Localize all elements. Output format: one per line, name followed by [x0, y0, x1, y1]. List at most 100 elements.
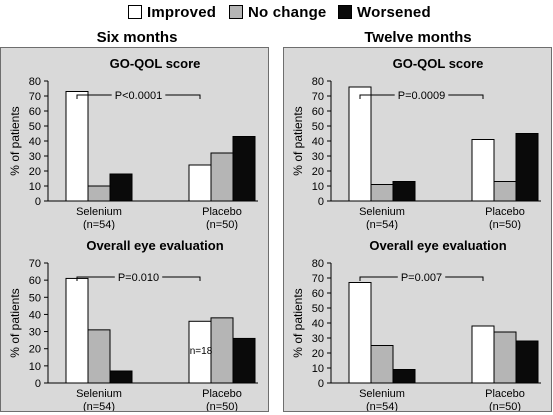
bar-selenium-improved — [348, 282, 372, 384]
bar-label-0: n=18 — [190, 346, 213, 357]
section-title-six-months: Six months — [96, 29, 178, 46]
y-tick-label-10: 10 — [312, 363, 324, 375]
y-tick-label-10: 10 — [29, 361, 41, 373]
chart-twelve-months-eye-evaluation: Overall eye evaluation % of patients 0 10 20… — [291, 238, 541, 411]
y-tick-label-50: 50 — [312, 303, 324, 315]
legend-label-no-change: No change — [248, 3, 327, 21]
y-tick-label-0: 0 — [318, 196, 324, 208]
y-tick-label-70: 70 — [312, 273, 324, 285]
p-value-background — [111, 89, 166, 101]
bar-placebo-no-change — [493, 331, 517, 384]
x-tick-note-selenium: (n=54) — [83, 401, 115, 411]
x-tick-note-selenium: (n=54) — [366, 401, 398, 411]
chart-title: GO-QOL score — [393, 56, 484, 71]
y-tick-label-10: 10 — [29, 181, 41, 193]
bar-placebo-no-change — [493, 181, 517, 202]
y-tick-label-60: 60 — [312, 288, 324, 300]
bar-placebo-improved — [471, 325, 495, 384]
bar-placebo-worsened — [515, 340, 539, 384]
y-tick-label-60: 60 — [29, 106, 41, 118]
x-tick-note-placebo: (n=50) — [489, 401, 521, 411]
x-tick-label-selenium: Selenium — [359, 388, 405, 400]
bar-selenium-worsened — [392, 181, 416, 202]
bar-selenium-no-change — [370, 184, 394, 202]
y-tick-label-20: 20 — [312, 348, 324, 360]
bar-selenium-worsened — [109, 370, 133, 384]
p-value-background — [397, 271, 446, 283]
p-value-label: P=0.007 — [401, 272, 442, 284]
chart-title: Overall eye evaluation — [86, 238, 223, 253]
y-tick-label-70: 70 — [29, 91, 41, 103]
x-tick-note-placebo: (n=50) — [489, 219, 521, 230]
y-tick-label-10: 10 — [312, 181, 324, 193]
x-tick-label-placebo: Placebo — [485, 388, 525, 400]
p-value-label: P=0.010 — [118, 272, 159, 284]
bar-selenium-improved — [65, 91, 89, 202]
x-tick-label-placebo: Placebo — [202, 388, 242, 400]
y-tick-label-0: 0 — [35, 378, 41, 390]
y-tick-label-50: 50 — [312, 121, 324, 133]
bar-selenium-no-change — [370, 345, 394, 384]
bar-selenium-no-change — [87, 185, 111, 202]
bar-selenium-worsened — [109, 173, 133, 202]
legend-label-improved: Improved — [147, 3, 217, 21]
bar-placebo-improved — [471, 139, 495, 202]
y-tick-label-40: 40 — [29, 136, 41, 148]
y-tick-label-30: 30 — [29, 327, 41, 339]
x-tick-label-placebo: Placebo — [485, 206, 525, 218]
bar-selenium-improved — [65, 277, 89, 384]
legend-label-worsened: Worsened — [357, 3, 431, 21]
x-tick-label-selenium: Selenium — [76, 388, 122, 400]
legend-swatch-worsened — [338, 5, 352, 19]
y-tick-label-30: 30 — [29, 151, 41, 163]
bar-placebo-improved — [188, 164, 212, 202]
bar-selenium-no-change — [87, 329, 111, 384]
y-tick-label-0: 0 — [35, 196, 41, 208]
bar-placebo-worsened — [232, 136, 256, 202]
x-tick-note-selenium: (n=54) — [83, 219, 115, 230]
y-tick-label-30: 30 — [312, 333, 324, 345]
x-tick-note-placebo: (n=50) — [206, 219, 238, 230]
chart-title: Overall eye evaluation — [369, 238, 506, 253]
legend-item-no-change: No change — [229, 3, 326, 21]
y-axis-label: % of patients — [291, 288, 305, 357]
panel-six-months: GO-QOL score % of patients 0 10 20 30 40 50 60 70… — [0, 47, 269, 412]
p-value-background — [394, 89, 449, 101]
y-tick-label-20: 20 — [29, 166, 41, 178]
legend-swatch-improved — [128, 5, 142, 19]
y-tick-label-80: 80 — [312, 76, 324, 88]
bar-placebo-no-change — [210, 317, 234, 384]
legend-swatch-no-change — [229, 5, 243, 19]
x-tick-note-placebo: (n=50) — [206, 401, 238, 411]
chart-six-months-go-qol: GO-QOL score % of patients 0 10 20 30 40 50 60 70… — [8, 56, 258, 230]
y-tick-label-60: 60 — [29, 275, 41, 287]
p-value-background — [114, 271, 163, 283]
y-tick-label-80: 80 — [29, 76, 41, 88]
bar-placebo-worsened — [232, 337, 256, 384]
chart-title: GO-QOL score — [110, 56, 201, 71]
chart-six-months-eye-evaluation: Overall eye evaluation % of patients 0 10 20… — [8, 238, 258, 411]
y-tick-label-70: 70 — [29, 258, 41, 270]
y-tick-label-0: 0 — [318, 378, 324, 390]
x-tick-note-selenium: (n=54) — [366, 219, 398, 230]
x-tick-label-placebo: Placebo — [202, 206, 242, 218]
panel-twelve-months: GO-QOL score % of patients 0 10 20 30 40 50 60 70… — [283, 47, 552, 412]
y-axis-label: % of patients — [291, 106, 305, 175]
legend-item-improved: Improved — [128, 3, 216, 21]
bar-placebo-worsened — [515, 133, 539, 202]
chart-legend: Improved No change Worsened — [0, 0, 553, 24]
y-tick-label-40: 40 — [312, 318, 324, 330]
y-tick-label-20: 20 — [29, 344, 41, 356]
y-axis-label: % of patients — [8, 288, 22, 357]
y-axis-label: % of patients — [8, 106, 22, 175]
y-tick-label-20: 20 — [312, 166, 324, 178]
p-value-label: P=0.0009 — [398, 90, 445, 102]
y-tick-label-50: 50 — [29, 121, 41, 133]
legend-item-worsened: Worsened — [338, 3, 431, 21]
y-tick-label-80: 80 — [312, 258, 324, 270]
chart-twelve-months-go-qol: GO-QOL score % of patients 0 10 20 30 40 50 60 70… — [291, 56, 541, 230]
section-title-twelve-months: Twelve months — [364, 29, 472, 46]
y-tick-label-70: 70 — [312, 91, 324, 103]
y-tick-label-40: 40 — [312, 136, 324, 148]
bar-selenium-improved — [348, 86, 372, 202]
